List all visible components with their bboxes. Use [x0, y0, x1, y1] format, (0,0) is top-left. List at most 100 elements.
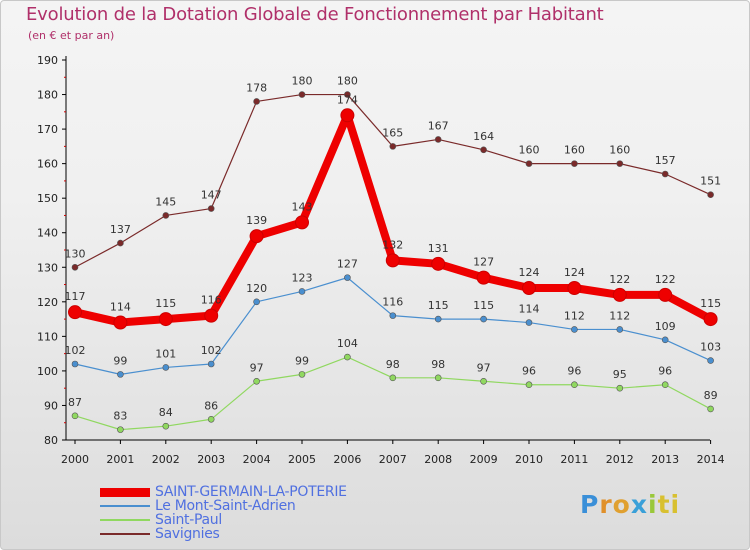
data-point: [340, 108, 355, 123]
y-tick-label: 100: [37, 365, 58, 378]
legend-item-savignies[interactable]: Savignies: [100, 527, 400, 541]
x-tick-label: 2001: [106, 453, 134, 466]
data-point: [703, 312, 718, 327]
data-point: [162, 364, 170, 371]
y-tick-label: 140: [37, 227, 58, 240]
data-label: 115: [155, 297, 176, 310]
y-tick-label: 130: [37, 261, 58, 274]
data-label: 97: [477, 361, 491, 374]
legend-label: Le Mont-Saint-Adrien: [155, 498, 296, 514]
data-point: [207, 415, 215, 423]
data-label: 112: [609, 309, 630, 322]
data-point: [113, 315, 128, 330]
legend-item-saint-paul[interactable]: Saint-Paul: [100, 513, 400, 527]
y-tick-label: 190: [37, 54, 58, 67]
data-point: [298, 91, 306, 98]
data-point: [707, 191, 714, 199]
data-label: 160: [609, 144, 630, 157]
data-label: 127: [473, 256, 494, 269]
data-label: 84: [159, 406, 173, 419]
data-label: 96: [658, 365, 672, 378]
data-label: 147: [201, 189, 222, 202]
data-label: 151: [700, 175, 721, 188]
data-point: [525, 160, 533, 167]
data-point: [616, 384, 624, 392]
data-point: [525, 381, 533, 389]
data-point: [344, 353, 351, 361]
legend-label: Saint-Paul: [155, 512, 222, 528]
data-label: 164: [473, 130, 494, 143]
legend-item-saint-germain[interactable]: SAINT-GERMAIN-LA-POTERIE: [100, 485, 400, 499]
data-label: 115: [700, 297, 721, 310]
data-label: 127: [337, 258, 358, 271]
data-point: [661, 381, 669, 389]
data-label: 99: [295, 354, 309, 367]
data-label: 86: [204, 399, 218, 412]
data-point: [389, 312, 397, 319]
data-label: 139: [246, 214, 267, 227]
data-label: 109: [655, 320, 676, 333]
data-label: 160: [519, 144, 540, 157]
data-point: [249, 229, 264, 244]
data-label: 87: [68, 396, 82, 409]
data-label: 122: [609, 273, 630, 286]
data-point: [616, 326, 624, 333]
data-point: [525, 319, 533, 326]
data-label: 112: [564, 309, 585, 322]
x-tick-label: 2003: [197, 453, 225, 466]
data-label: 131: [428, 242, 449, 255]
data-point: [253, 298, 260, 306]
data-label: 104: [337, 337, 358, 350]
data-point: [434, 374, 442, 382]
chart-title: Evolution de la Dotation Globale de Fonc…: [26, 4, 604, 25]
y-tick-label: 160: [37, 158, 58, 171]
data-point: [344, 91, 351, 98]
y-tick-label: 80: [44, 434, 58, 447]
data-point: [661, 170, 669, 178]
data-label: 157: [655, 154, 676, 167]
data-point: [207, 360, 215, 368]
x-tick-label: 2005: [288, 453, 316, 466]
data-label: 97: [250, 361, 264, 374]
data-label: 95: [613, 368, 627, 381]
x-tick-label: 2002: [152, 453, 180, 466]
data-label: 102: [201, 344, 222, 357]
x-tick-label: 2012: [606, 453, 634, 466]
data-point: [571, 381, 578, 389]
data-label: 124: [564, 266, 585, 279]
data-label: 102: [65, 344, 86, 357]
y-tick-label: 180: [37, 89, 58, 102]
data-point: [162, 422, 170, 430]
data-point: [434, 136, 442, 143]
data-label: 180: [337, 75, 358, 88]
data-point: [385, 253, 400, 268]
data-label: 96: [522, 365, 536, 378]
y-tick-label: 90: [44, 399, 58, 412]
data-point: [117, 426, 124, 433]
x-tick-label: 2008: [424, 453, 452, 466]
data-label: 114: [519, 303, 540, 316]
legend-swatch: [100, 487, 150, 497]
legend-label: Savignies: [155, 526, 220, 542]
data-point: [71, 412, 79, 420]
legend-item-le-mont-saint-adrien[interactable]: Le Mont-Saint-Adrien: [100, 499, 400, 513]
data-label: 180: [292, 75, 313, 88]
data-label: 178: [246, 81, 267, 94]
data-point: [253, 377, 260, 385]
data-label: 123: [292, 271, 313, 284]
data-label: 143: [292, 200, 313, 213]
data-label: 124: [519, 266, 540, 279]
data-point: [344, 274, 351, 281]
data-point: [117, 371, 124, 378]
data-label: 160: [564, 144, 585, 157]
data-point: [298, 288, 306, 295]
data-label: 114: [110, 301, 131, 314]
data-point: [480, 146, 487, 154]
data-label: 117: [65, 290, 86, 303]
data-label: 89: [704, 389, 718, 402]
data-point: [571, 160, 578, 167]
x-tick-label: 2000: [61, 453, 89, 466]
data-point: [522, 281, 536, 295]
data-point: [158, 312, 173, 327]
